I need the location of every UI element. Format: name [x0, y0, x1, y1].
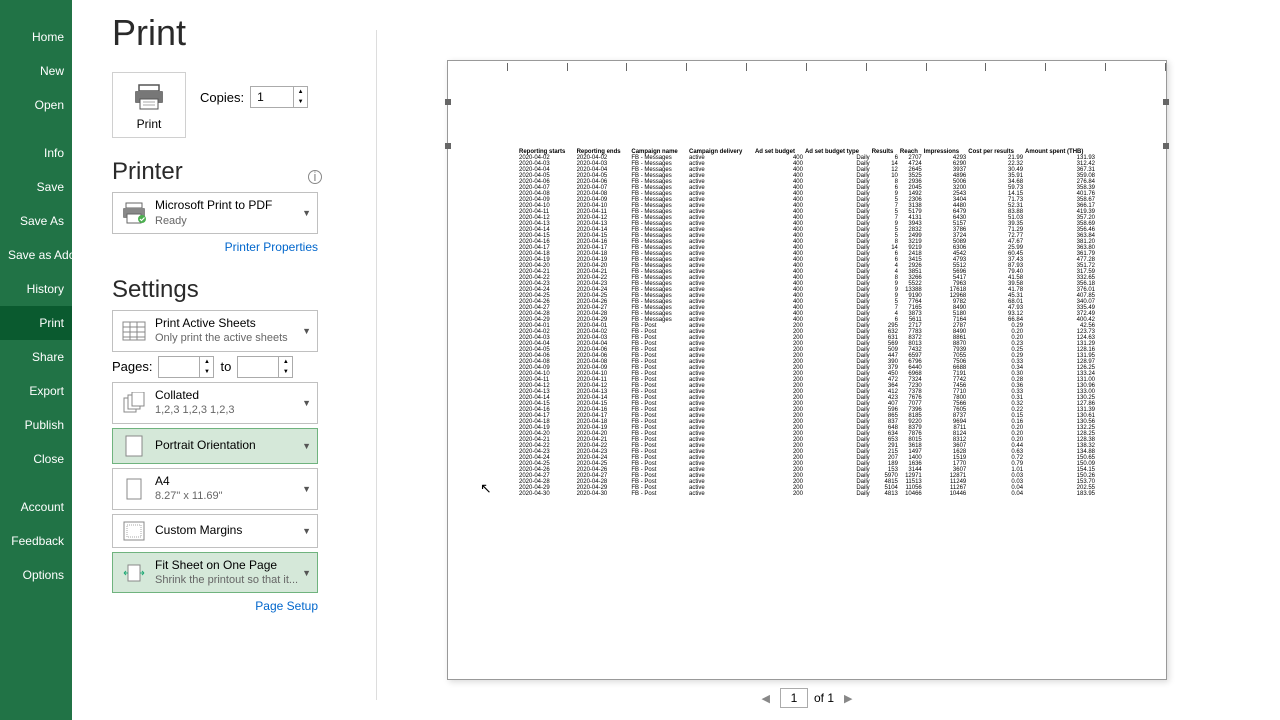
- nav-export[interactable]: Export: [0, 374, 72, 408]
- print-preview-page: Reporting startsReporting endsCampaign n…: [447, 60, 1167, 680]
- ruler-top: [448, 61, 1166, 73]
- pager-prev[interactable]: ◀: [758, 690, 774, 707]
- info-icon[interactable]: i: [308, 170, 322, 184]
- page-title: Print: [112, 12, 362, 54]
- pages-to-spinner[interactable]: ▲▼: [237, 356, 293, 378]
- nav-feedback[interactable]: Feedback: [0, 524, 72, 558]
- page-setup-link[interactable]: Page Setup: [112, 597, 318, 615]
- nav-info[interactable]: Info: [0, 136, 72, 170]
- printer-icon: [131, 83, 167, 111]
- pager-next[interactable]: ▶: [840, 690, 856, 707]
- printer-dropdown[interactable]: Microsoft Print to PDFReady ▼: [112, 192, 318, 234]
- print-button[interactable]: Print: [112, 72, 186, 138]
- copies-spinner[interactable]: ▲▼: [250, 86, 308, 108]
- collate-dropdown[interactable]: Collated1,2,3 1,2,3 1,2,3 ▼: [112, 382, 318, 424]
- backstage-nav: HomeNewOpen InfoSaveSave AsSave as Adobe …: [0, 0, 72, 720]
- pages-label: Pages:: [112, 359, 152, 374]
- nav-publish[interactable]: Publish: [0, 408, 72, 442]
- nav-close[interactable]: Close: [0, 442, 72, 476]
- nav-account[interactable]: Account: [0, 490, 72, 524]
- nav-share[interactable]: Share: [0, 340, 72, 374]
- nav-save-as-adobe-pdf[interactable]: Save as Adobe PDF: [0, 238, 72, 272]
- nav-save-as[interactable]: Save As: [0, 204, 72, 238]
- printer-section-title: Printer: [112, 158, 362, 186]
- preview-table: Reporting startsReporting endsCampaign n…: [518, 149, 1096, 497]
- printer-properties-link[interactable]: Printer Properties: [112, 238, 318, 256]
- page-pager: ◀ of 1 ▶: [447, 688, 1167, 708]
- settings-section-title: Settings: [112, 276, 362, 304]
- nav-options[interactable]: Options: [0, 558, 72, 592]
- nav-save[interactable]: Save: [0, 170, 72, 204]
- orientation-dropdown[interactable]: Portrait Orientation ▼: [112, 428, 318, 464]
- panel-divider: [376, 30, 377, 700]
- copies-label: Copies:: [200, 90, 244, 105]
- paper-size-dropdown[interactable]: A48.27" x 11.69" ▼: [112, 468, 318, 510]
- nav-open[interactable]: Open: [0, 88, 72, 122]
- scaling-dropdown[interactable]: Fit Sheet on One PageShrink the printout…: [112, 552, 318, 594]
- chevron-down-icon: ▼: [302, 208, 311, 218]
- margins-dropdown[interactable]: Custom Margins ▼: [112, 514, 318, 548]
- nav-print[interactable]: Print: [0, 306, 72, 340]
- nav-home[interactable]: Home: [0, 20, 72, 54]
- print-what-dropdown[interactable]: Print Active SheetsOnly print the active…: [112, 310, 318, 352]
- nav-new[interactable]: New: [0, 54, 72, 88]
- pages-from-spinner[interactable]: ▲▼: [158, 356, 214, 378]
- pager-current[interactable]: [780, 688, 808, 708]
- nav-history[interactable]: History: [0, 272, 72, 306]
